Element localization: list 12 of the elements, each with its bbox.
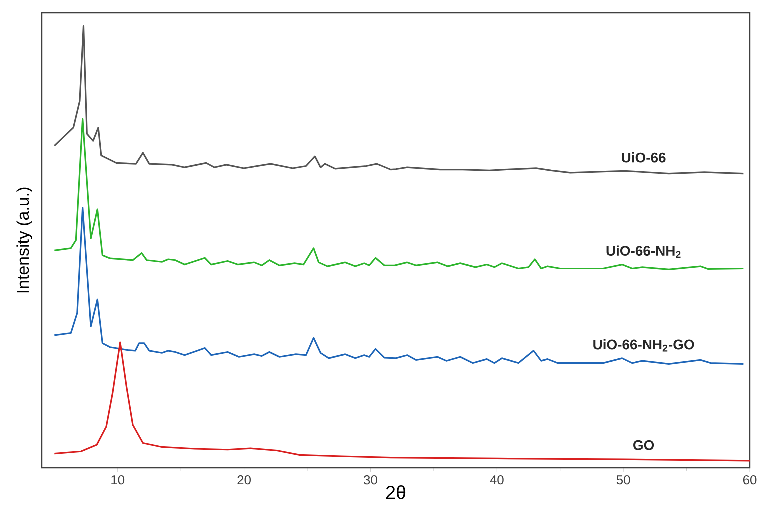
y-axis-title: Intensity (a.u.) xyxy=(16,188,32,293)
x-tick-label: 60 xyxy=(743,476,757,485)
series-label: UiO-66 xyxy=(622,152,666,163)
x-tick-label: 20 xyxy=(238,476,251,485)
x-tick-label: 50 xyxy=(616,476,630,485)
x-axis-title: 2θ xyxy=(386,486,406,500)
x-tick-label: 40 xyxy=(490,476,504,485)
series-label: UiO-66-NH$_{2}$ xyxy=(606,246,681,258)
series-label: UiO-66-NH$_{2}$-GO xyxy=(594,339,694,352)
x-tick-label: 30 xyxy=(364,476,378,485)
series-label: GO xyxy=(634,440,654,450)
x-tick-label: 10 xyxy=(112,476,125,485)
